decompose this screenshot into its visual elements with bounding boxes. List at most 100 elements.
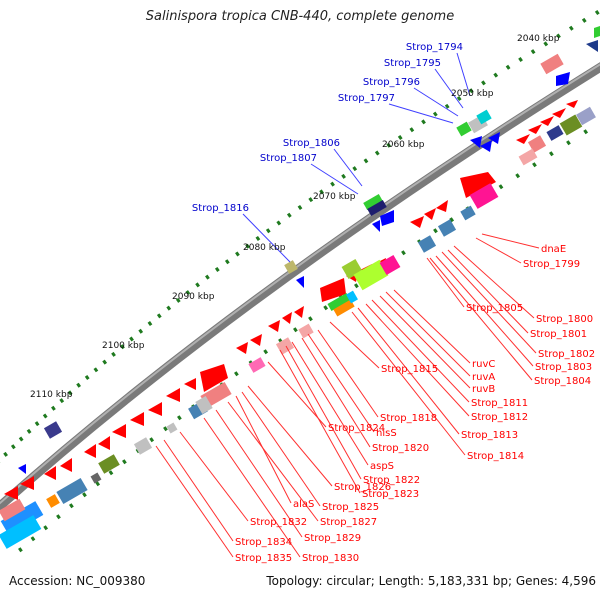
gene-label: Strop_1807 — [260, 153, 317, 164]
gene-block — [133, 437, 153, 455]
gene-label: hisS — [376, 428, 397, 439]
gene-label: Strop_1829 — [304, 533, 361, 544]
callout-line — [310, 163, 359, 195]
scale-tick — [147, 321, 153, 327]
scale-tick — [374, 150, 380, 156]
scale-tick — [341, 173, 346, 179]
callout-line — [241, 391, 321, 507]
gene-label: Strop_1800 — [536, 314, 593, 325]
callout-line — [429, 257, 533, 381]
callout-line — [279, 349, 361, 494]
callout-line — [227, 401, 319, 522]
callout-line — [267, 361, 327, 428]
strand-tick — [549, 151, 554, 157]
gene-label: alaS — [293, 499, 314, 510]
scale-tick — [421, 119, 426, 125]
gene-label: Strop_1832 — [250, 517, 307, 528]
gene-block — [43, 421, 63, 439]
scale-tick — [330, 181, 335, 187]
callout-line — [317, 329, 379, 418]
gene-label: Strop_1818 — [380, 413, 437, 424]
gene-labels: 2040 kbp 2050 kbp 2060 kbp 2070 kbp 2080 kbp… — [30, 34, 595, 564]
gene-arrow — [250, 334, 262, 346]
scale-tick — [319, 189, 324, 195]
scale-tick — [397, 134, 403, 140]
strand-tick — [515, 173, 521, 179]
gene-label: Strop_1794 — [406, 42, 463, 53]
scale-tick — [493, 72, 499, 78]
scale-tick — [102, 359, 108, 365]
gene-block — [476, 109, 492, 125]
scale-tick — [59, 398, 65, 404]
kbp-mark: 2110 kbp — [30, 390, 73, 400]
scale-tick — [265, 228, 271, 234]
gene-label: aspS — [370, 461, 394, 472]
gene-arrow — [294, 306, 304, 318]
gene-arrow — [470, 136, 482, 148]
callout-line — [453, 245, 535, 319]
callout-line — [285, 345, 362, 480]
gene-arrow — [296, 276, 304, 288]
gene-arrow — [268, 320, 280, 332]
gene-label: Strop_1826 — [334, 482, 391, 493]
scale-tick — [543, 41, 549, 47]
gene-arrow — [282, 312, 292, 324]
gene-block — [0, 498, 26, 522]
strand-tick — [177, 415, 182, 421]
scale-tick — [505, 64, 511, 70]
gene-label: Strop_1827 — [320, 517, 377, 528]
callout-line — [393, 289, 471, 364]
gene-arrow — [148, 402, 162, 416]
scale-tick — [10, 444, 16, 450]
gene-block — [527, 135, 547, 153]
scale-tick — [26, 428, 32, 434]
callout-line — [307, 333, 375, 433]
scale-tick — [166, 305, 172, 311]
scale-tick — [18, 436, 24, 442]
strand-tick — [293, 327, 298, 333]
gene-label: Strop_1822 — [363, 475, 420, 486]
gene-block — [248, 357, 266, 373]
strand-tick — [566, 140, 571, 146]
callout-line — [215, 409, 303, 538]
gene-label: Strop_1802 — [538, 349, 595, 360]
gene-label: Strop_1804 — [534, 376, 591, 387]
callout-line — [179, 431, 249, 522]
strand-tick — [149, 437, 155, 443]
gene-label: ruvA — [472, 372, 495, 383]
strand-tick — [43, 525, 49, 531]
strand-tick — [323, 305, 329, 311]
gene-label: Strop_1830 — [302, 553, 359, 564]
scale-tick — [138, 328, 144, 334]
callout-line — [481, 233, 540, 249]
gene-arrow — [130, 412, 144, 426]
gene-block — [367, 200, 387, 216]
gene-block — [460, 205, 476, 221]
scale-tick — [308, 197, 314, 203]
kbp-mark: 2100 kbp — [102, 341, 145, 351]
callout-line — [291, 341, 369, 466]
kbp-mark: 2070 kbp — [313, 192, 356, 202]
scale-tick — [129, 336, 134, 342]
gene-arrow — [60, 458, 72, 472]
gene-arrow — [320, 278, 346, 302]
callout-line — [371, 299, 470, 403]
scale-tick — [432, 111, 438, 117]
strand-tick — [82, 492, 87, 498]
strand-tick — [122, 459, 127, 465]
gene-block — [576, 106, 596, 126]
gene-block — [298, 323, 314, 339]
gene-arrow — [44, 466, 56, 480]
scale-tick — [3, 451, 8, 457]
callout-line — [447, 249, 529, 334]
gene-block — [98, 454, 120, 474]
callout-line — [434, 68, 464, 109]
gene-arrow — [436, 200, 448, 212]
scale-tick — [363, 158, 369, 164]
strand-tick — [163, 426, 168, 432]
gene-arrow — [424, 208, 436, 220]
scale-tick — [34, 421, 40, 427]
gene-block — [0, 501, 44, 535]
gene-block — [469, 183, 499, 209]
strand-tick — [18, 547, 23, 553]
